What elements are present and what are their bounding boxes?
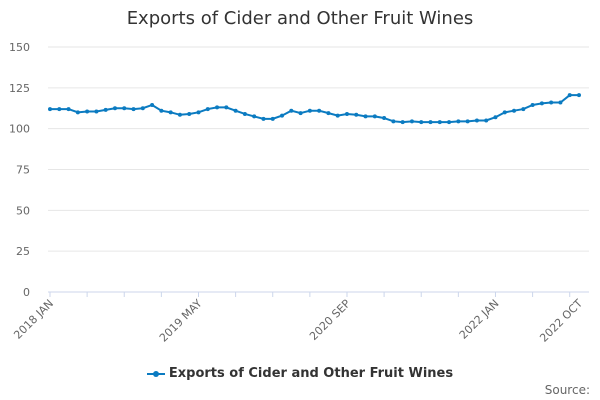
y-tick-label: 25 <box>16 245 30 258</box>
data-point <box>307 108 312 113</box>
chart-title: Exports of Cider and Other Fruit Wines <box>126 8 474 29</box>
data-point <box>298 111 303 116</box>
data-point <box>465 119 470 124</box>
data-point <box>85 109 90 114</box>
data-point <box>75 110 80 115</box>
data-point <box>66 107 71 112</box>
data-point <box>150 102 155 107</box>
data-point <box>131 107 136 112</box>
data-point <box>196 110 201 115</box>
data-point <box>168 110 173 115</box>
data-point <box>242 111 247 116</box>
data-point <box>409 119 414 124</box>
data-point <box>400 120 405 125</box>
y-tick-label: 75 <box>16 164 30 177</box>
legend-label: Exports of Cider and Other Fruit Wines <box>168 366 454 381</box>
legend-swatch <box>146 370 165 377</box>
data-point <box>205 107 210 112</box>
data-point <box>428 120 433 125</box>
data-point <box>447 120 452 125</box>
data-point <box>530 102 535 107</box>
x-tick-label: 2022 JAN <box>457 297 502 342</box>
data-point <box>382 116 387 121</box>
y-tick-label: 0 <box>23 286 30 299</box>
x-tick-label: 2018 JAN <box>11 297 56 342</box>
data-point <box>159 108 164 113</box>
y-tick-label: 50 <box>16 204 30 217</box>
data-point <box>539 101 544 106</box>
data-point <box>419 120 424 125</box>
data-point <box>391 119 396 124</box>
data-point <box>326 111 331 116</box>
data-point <box>521 107 526 112</box>
data-point <box>103 107 108 112</box>
data-point <box>512 108 517 113</box>
legend-item[interactable]: Exports of Cider and Other Fruit Wines <box>0 366 600 381</box>
data-point <box>567 93 572 98</box>
data-point <box>456 119 461 124</box>
data-point <box>493 115 498 120</box>
data-point <box>224 105 229 110</box>
data-point <box>57 107 62 112</box>
x-tick-label: 2019 MAY <box>157 297 205 345</box>
y-tick-label: 150 <box>9 41 30 54</box>
data-point <box>48 107 52 112</box>
data-point <box>140 106 145 111</box>
data-point <box>289 108 294 113</box>
data-point <box>215 105 220 110</box>
data-point <box>317 108 322 113</box>
source-label: Source: <box>544 383 590 397</box>
data-point <box>354 112 359 117</box>
data-point <box>344 111 349 116</box>
data-point <box>474 118 479 123</box>
y-tick-label: 100 <box>9 123 30 136</box>
data-point <box>549 100 554 105</box>
data-point <box>94 109 99 114</box>
data-point <box>233 108 238 113</box>
data-point <box>261 116 266 121</box>
data-point <box>363 114 368 119</box>
series-line <box>50 94 579 124</box>
data-point <box>437 120 442 125</box>
data-point <box>558 100 563 105</box>
data-point <box>502 110 507 115</box>
data-point <box>270 116 275 121</box>
data-point <box>112 106 117 111</box>
data-point <box>187 111 192 116</box>
x-tick-label: 2020 SEP <box>307 297 353 343</box>
data-point <box>577 93 581 98</box>
x-tick-label: 2022 OCT <box>537 297 585 345</box>
data-point <box>372 114 377 119</box>
data-point <box>280 113 285 118</box>
data-point <box>252 114 257 119</box>
data-point <box>177 112 182 117</box>
data-point <box>122 106 127 111</box>
y-tick-label: 125 <box>9 82 30 95</box>
data-point <box>484 118 489 123</box>
data-point <box>335 113 340 118</box>
